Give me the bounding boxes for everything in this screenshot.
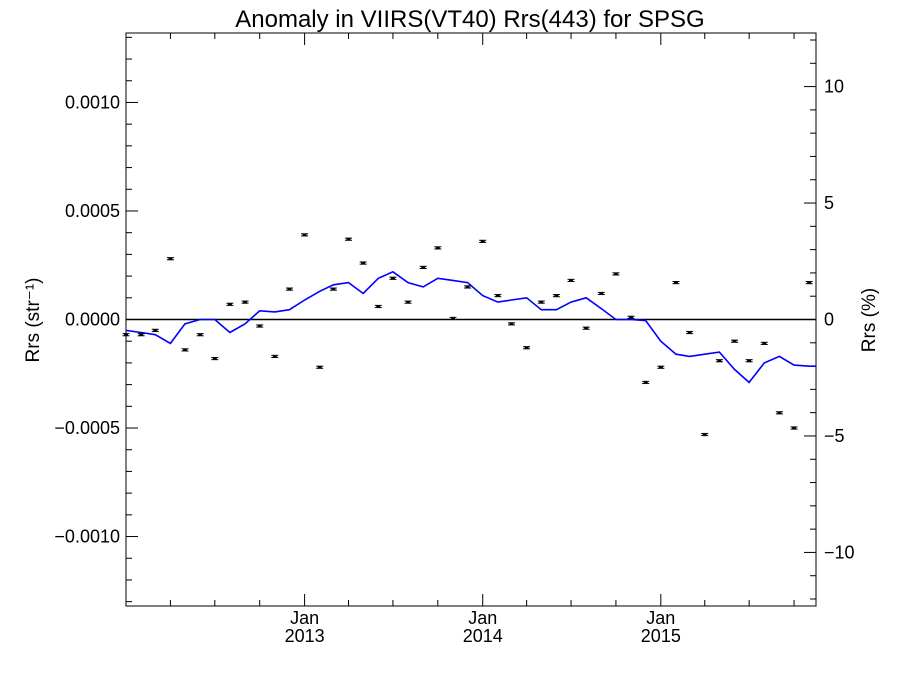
data-point: [657, 365, 665, 369]
data-point: [256, 324, 264, 328]
data-point: [745, 359, 753, 363]
data-point: [196, 333, 204, 337]
data-point: [181, 348, 189, 352]
y-tick-label-right: 0: [824, 310, 834, 330]
data-point: [285, 287, 293, 291]
data-point: [731, 339, 739, 343]
data-point: [226, 302, 234, 306]
data-point: [537, 300, 545, 304]
data-point: [715, 359, 723, 363]
data-point: [271, 354, 279, 358]
data-point: [389, 276, 397, 280]
data-point: [567, 278, 575, 283]
y-tick-label-right: 10: [824, 77, 844, 97]
x-tick-label-month: Jan: [646, 608, 675, 628]
data-marks: [122, 233, 816, 437]
data-point: [301, 233, 309, 237]
y-axis-label-left: Rrs (str⁻¹): [23, 278, 44, 363]
data-point: [775, 411, 783, 415]
data-point: [434, 246, 442, 250]
y-tick-label-left: −0.0010: [54, 527, 120, 547]
data-point: [790, 426, 798, 430]
data-point: [316, 365, 324, 369]
x-tick-label-month: Jan: [468, 608, 497, 628]
chart-title: Anomaly in VIIRS(VT40) Rrs(443) for SPSG: [235, 6, 704, 33]
data-point: [805, 281, 813, 285]
data-point: [137, 333, 145, 337]
y-tick-label-right: −5: [824, 426, 845, 446]
x-tick-label-year: 2015: [641, 626, 681, 646]
y-tick-label-right: −10: [824, 542, 855, 562]
data-point: [686, 330, 694, 335]
data-point: [241, 300, 249, 304]
data-point: [151, 328, 159, 332]
data-point: [479, 239, 487, 243]
y-tick-label-right: 5: [824, 193, 834, 213]
data-point: [211, 356, 219, 361]
data-point: [582, 326, 590, 330]
tick-labels: 0.0010 0.0005 0.0000 −0.0005 −0.0010 10 5 0 −5 −1…: [54, 77, 854, 646]
x-tick-label-month: Jan: [290, 608, 319, 628]
anomaly-line: [125, 270, 816, 384]
data-point: [760, 341, 768, 345]
data-point: [359, 261, 367, 265]
data-point: [166, 257, 174, 261]
y-tick-label-left: −0.0005: [54, 418, 120, 438]
data-point: [523, 346, 531, 350]
data-point: [701, 432, 709, 437]
data-point: [464, 285, 472, 289]
data-point: [508, 322, 516, 326]
data-point: [449, 316, 457, 320]
y-tick-label-left: 0.0005: [65, 201, 120, 221]
data-point: [374, 304, 382, 309]
data-point: [122, 333, 130, 337]
data-point: [612, 272, 620, 276]
x-tick-label-year: 2014: [463, 626, 503, 646]
data-point: [329, 287, 337, 291]
y-tick-label-left: 0.0000: [65, 310, 120, 330]
data-point: [404, 300, 412, 304]
data-point: [627, 315, 635, 319]
y-tick-label-left: 0.0010: [65, 92, 120, 112]
data-point: [552, 294, 560, 298]
y-axis-label-right: Rrs (%): [859, 288, 880, 352]
x-tick-label-year: 2013: [285, 626, 325, 646]
data-point: [345, 237, 353, 241]
data-point: [419, 265, 427, 269]
data-point: [597, 291, 605, 296]
data-point: [672, 281, 680, 285]
data-point: [642, 380, 650, 385]
data-point: [494, 294, 502, 298]
